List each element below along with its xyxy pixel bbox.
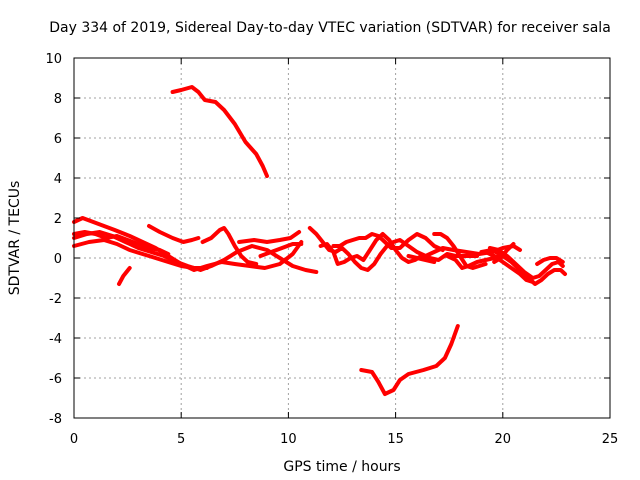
series-arc-h — [237, 230, 302, 244]
series-group — [72, 85, 567, 396]
y-axis-label: SDTVAR / TECUs — [7, 181, 23, 296]
x-tick-label: 5 — [177, 432, 185, 447]
series-arc-s — [535, 256, 565, 266]
grid-lines — [74, 58, 610, 418]
chart-title: Day 334 of 2019, Sidereal Day-to-day VTE… — [49, 20, 611, 36]
x-axis-label: GPS time / hours — [283, 459, 400, 475]
series-arc-k — [318, 232, 480, 266]
y-tick-label: 4 — [54, 172, 62, 187]
series-arc-j — [307, 226, 522, 272]
y-tick-label: 0 — [54, 252, 62, 267]
series-arc-c — [72, 238, 209, 270]
y-tick-label: -6 — [49, 372, 62, 387]
y-tick-label: 6 — [54, 132, 62, 147]
tick-labels: 0 5 10 15 20 25 -8 -6 -4 -2 0 2 4 6 8 10 — [45, 52, 618, 447]
series-arc-l — [331, 232, 445, 252]
series-arc-f — [147, 224, 201, 244]
series-arc-d — [72, 230, 171, 256]
series-arc-high — [170, 85, 269, 178]
series-arc-g — [200, 226, 259, 266]
series-arc-a — [72, 216, 304, 272]
series-arc-m — [406, 254, 437, 264]
series-arc-r — [483, 250, 535, 284]
series-arc-low — [359, 324, 460, 396]
plot-frame — [73, 57, 611, 419]
series-arc-o — [445, 252, 505, 270]
x-tick-label: 15 — [387, 432, 404, 447]
x-tick-label: 10 — [280, 432, 297, 447]
y-tick-label: -4 — [49, 332, 62, 347]
series-arc-t — [492, 242, 516, 264]
y-tick-label: 2 — [54, 212, 62, 227]
y-tick-label: -8 — [49, 412, 62, 427]
y-tick-label: -2 — [49, 292, 62, 307]
series-arc-i — [258, 242, 304, 258]
series-arc-e — [117, 266, 132, 286]
x-tick-label: 20 — [495, 432, 512, 447]
x-tick-label: 0 — [70, 432, 78, 447]
series-arc-n — [432, 232, 488, 270]
y-tick-label: 10 — [45, 52, 62, 67]
y-tick-label: 8 — [54, 92, 62, 107]
x-tick-label: 25 — [602, 432, 619, 447]
